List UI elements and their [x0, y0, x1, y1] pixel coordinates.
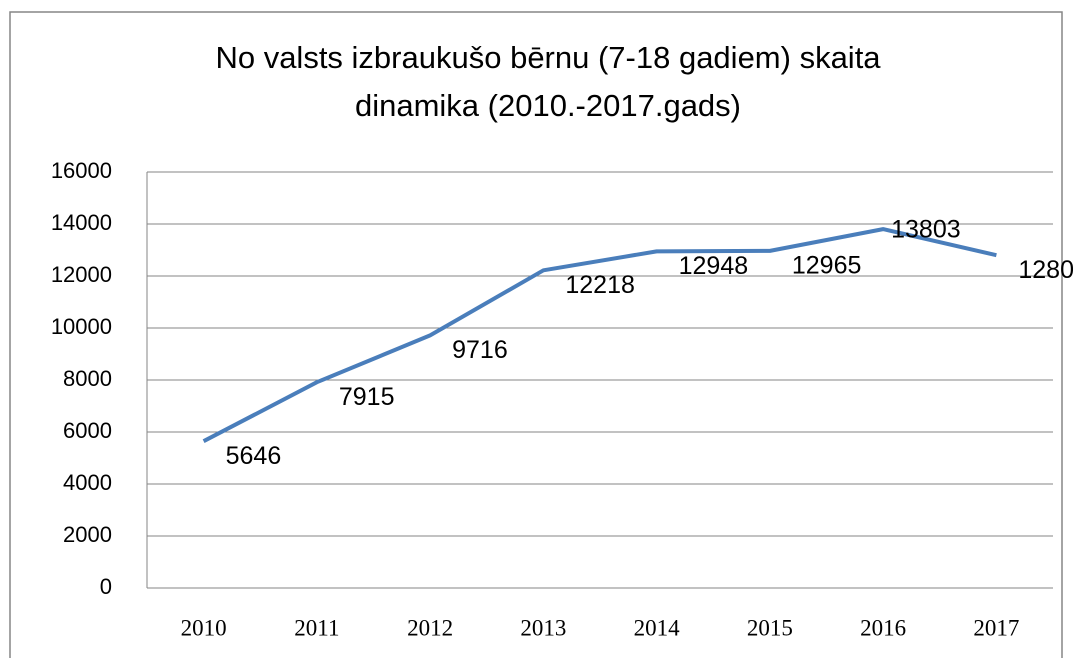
data-label: 9716	[452, 336, 508, 364]
y-tick-label: 0	[100, 574, 112, 599]
y-tick-label: 10000	[51, 314, 112, 339]
y-tick-label: 14000	[51, 210, 112, 235]
data-label: 12965	[792, 252, 862, 280]
x-tick-label: 2017	[973, 615, 1019, 640]
x-tick-label: 2016	[860, 615, 906, 640]
data-label: 12218	[565, 271, 635, 299]
y-tick-label: 6000	[63, 418, 112, 443]
data-label: 12801	[1018, 256, 1073, 284]
y-tick-label: 12000	[51, 262, 112, 287]
data-label: 12948	[679, 252, 749, 280]
data-label: 13803	[891, 216, 961, 244]
y-tick-label: 8000	[63, 366, 112, 391]
x-tick-label: 2011	[294, 615, 339, 640]
x-tick-label: 2013	[520, 615, 566, 640]
chart-title: No valsts izbraukušo bērnu (7-18 gadiem)…	[215, 40, 881, 75]
x-tick-label: 2012	[407, 615, 453, 640]
y-tick-label: 2000	[63, 522, 112, 547]
x-tick-label: 2015	[747, 615, 793, 640]
x-tick-label: 2010	[181, 615, 227, 640]
data-label: 7915	[339, 383, 395, 411]
chart-frame	[9, 11, 1063, 658]
x-tick-label: 2014	[634, 615, 681, 640]
line-series	[202, 227, 997, 443]
chart-title: dinamika (2010.-2017.gads)	[355, 88, 741, 123]
y-tick-label: 4000	[63, 470, 112, 495]
data-label: 5646	[226, 442, 282, 470]
y-tick-label: 16000	[51, 158, 112, 183]
